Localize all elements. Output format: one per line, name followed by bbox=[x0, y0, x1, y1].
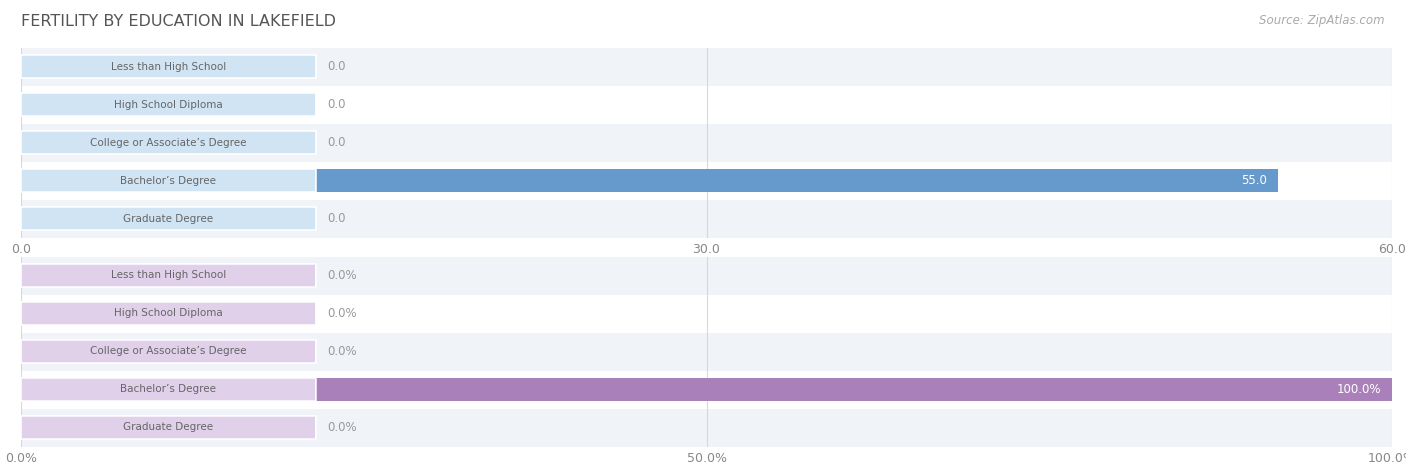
Bar bbox=[21, 48, 1392, 86]
FancyBboxPatch shape bbox=[21, 131, 316, 154]
Text: 55.0: 55.0 bbox=[1241, 174, 1267, 187]
FancyBboxPatch shape bbox=[21, 207, 316, 230]
Bar bbox=[21, 124, 1392, 162]
Text: Graduate Degree: Graduate Degree bbox=[124, 422, 214, 433]
Text: Source: ZipAtlas.com: Source: ZipAtlas.com bbox=[1260, 14, 1385, 27]
Bar bbox=[21, 370, 1392, 408]
Text: Less than High School: Less than High School bbox=[111, 270, 226, 281]
Bar bbox=[21, 169, 1278, 192]
FancyBboxPatch shape bbox=[21, 416, 316, 439]
Text: High School Diploma: High School Diploma bbox=[114, 308, 222, 319]
FancyBboxPatch shape bbox=[21, 302, 316, 325]
Bar bbox=[21, 162, 1392, 199]
Bar bbox=[21, 200, 1392, 238]
Text: 0.0%: 0.0% bbox=[326, 307, 356, 320]
Bar bbox=[21, 86, 1392, 124]
Text: 0.0%: 0.0% bbox=[326, 421, 356, 434]
FancyBboxPatch shape bbox=[21, 169, 316, 192]
Text: 0.0: 0.0 bbox=[326, 136, 346, 149]
Bar bbox=[21, 264, 316, 287]
Text: College or Associate’s Degree: College or Associate’s Degree bbox=[90, 137, 246, 148]
Text: Bachelor’s Degree: Bachelor’s Degree bbox=[121, 175, 217, 186]
Text: 100.0%: 100.0% bbox=[1337, 383, 1381, 396]
Bar bbox=[21, 294, 1392, 332]
Bar bbox=[21, 416, 316, 439]
Text: Less than High School: Less than High School bbox=[111, 61, 226, 72]
FancyBboxPatch shape bbox=[21, 93, 316, 116]
Bar bbox=[21, 340, 316, 363]
FancyBboxPatch shape bbox=[21, 55, 316, 78]
Bar bbox=[21, 408, 1392, 446]
Text: 0.0: 0.0 bbox=[326, 98, 346, 111]
Bar bbox=[21, 131, 316, 154]
Bar bbox=[21, 93, 316, 116]
FancyBboxPatch shape bbox=[21, 264, 316, 287]
Text: College or Associate’s Degree: College or Associate’s Degree bbox=[90, 346, 246, 357]
Text: Bachelor’s Degree: Bachelor’s Degree bbox=[121, 384, 217, 395]
Text: Graduate Degree: Graduate Degree bbox=[124, 213, 214, 224]
Text: 0.0: 0.0 bbox=[326, 212, 346, 225]
Bar bbox=[21, 378, 1392, 401]
Text: High School Diploma: High School Diploma bbox=[114, 99, 222, 110]
Text: 0.0: 0.0 bbox=[326, 60, 346, 73]
FancyBboxPatch shape bbox=[21, 340, 316, 363]
Text: 0.0%: 0.0% bbox=[326, 345, 356, 358]
Bar bbox=[21, 55, 316, 78]
Bar bbox=[21, 332, 1392, 371]
Bar bbox=[21, 207, 316, 230]
Bar bbox=[21, 302, 316, 325]
Text: FERTILITY BY EDUCATION IN LAKEFIELD: FERTILITY BY EDUCATION IN LAKEFIELD bbox=[21, 14, 336, 29]
Text: 0.0%: 0.0% bbox=[326, 269, 356, 282]
Bar bbox=[21, 256, 1392, 294]
FancyBboxPatch shape bbox=[21, 378, 316, 401]
